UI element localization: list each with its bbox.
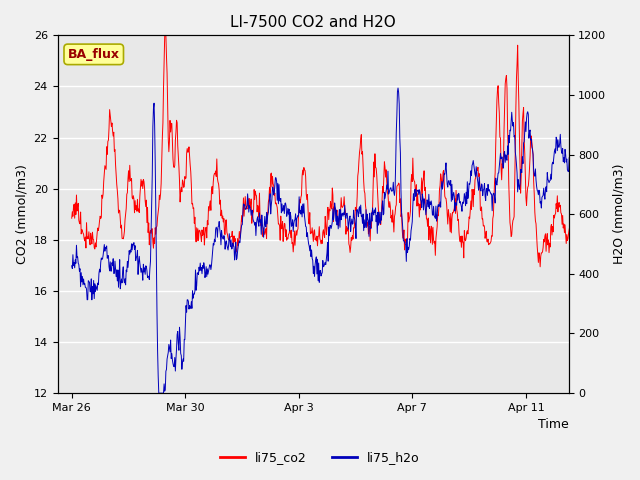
Title: LI-7500 CO2 and H2O: LI-7500 CO2 and H2O [230, 15, 396, 30]
X-axis label: Time: Time [538, 419, 568, 432]
Y-axis label: H2O (mmol/m3): H2O (mmol/m3) [612, 164, 625, 264]
Y-axis label: CO2 (mmol/m3): CO2 (mmol/m3) [15, 164, 28, 264]
Text: BA_flux: BA_flux [68, 48, 120, 61]
Legend: li75_co2, li75_h2o: li75_co2, li75_h2o [215, 446, 425, 469]
